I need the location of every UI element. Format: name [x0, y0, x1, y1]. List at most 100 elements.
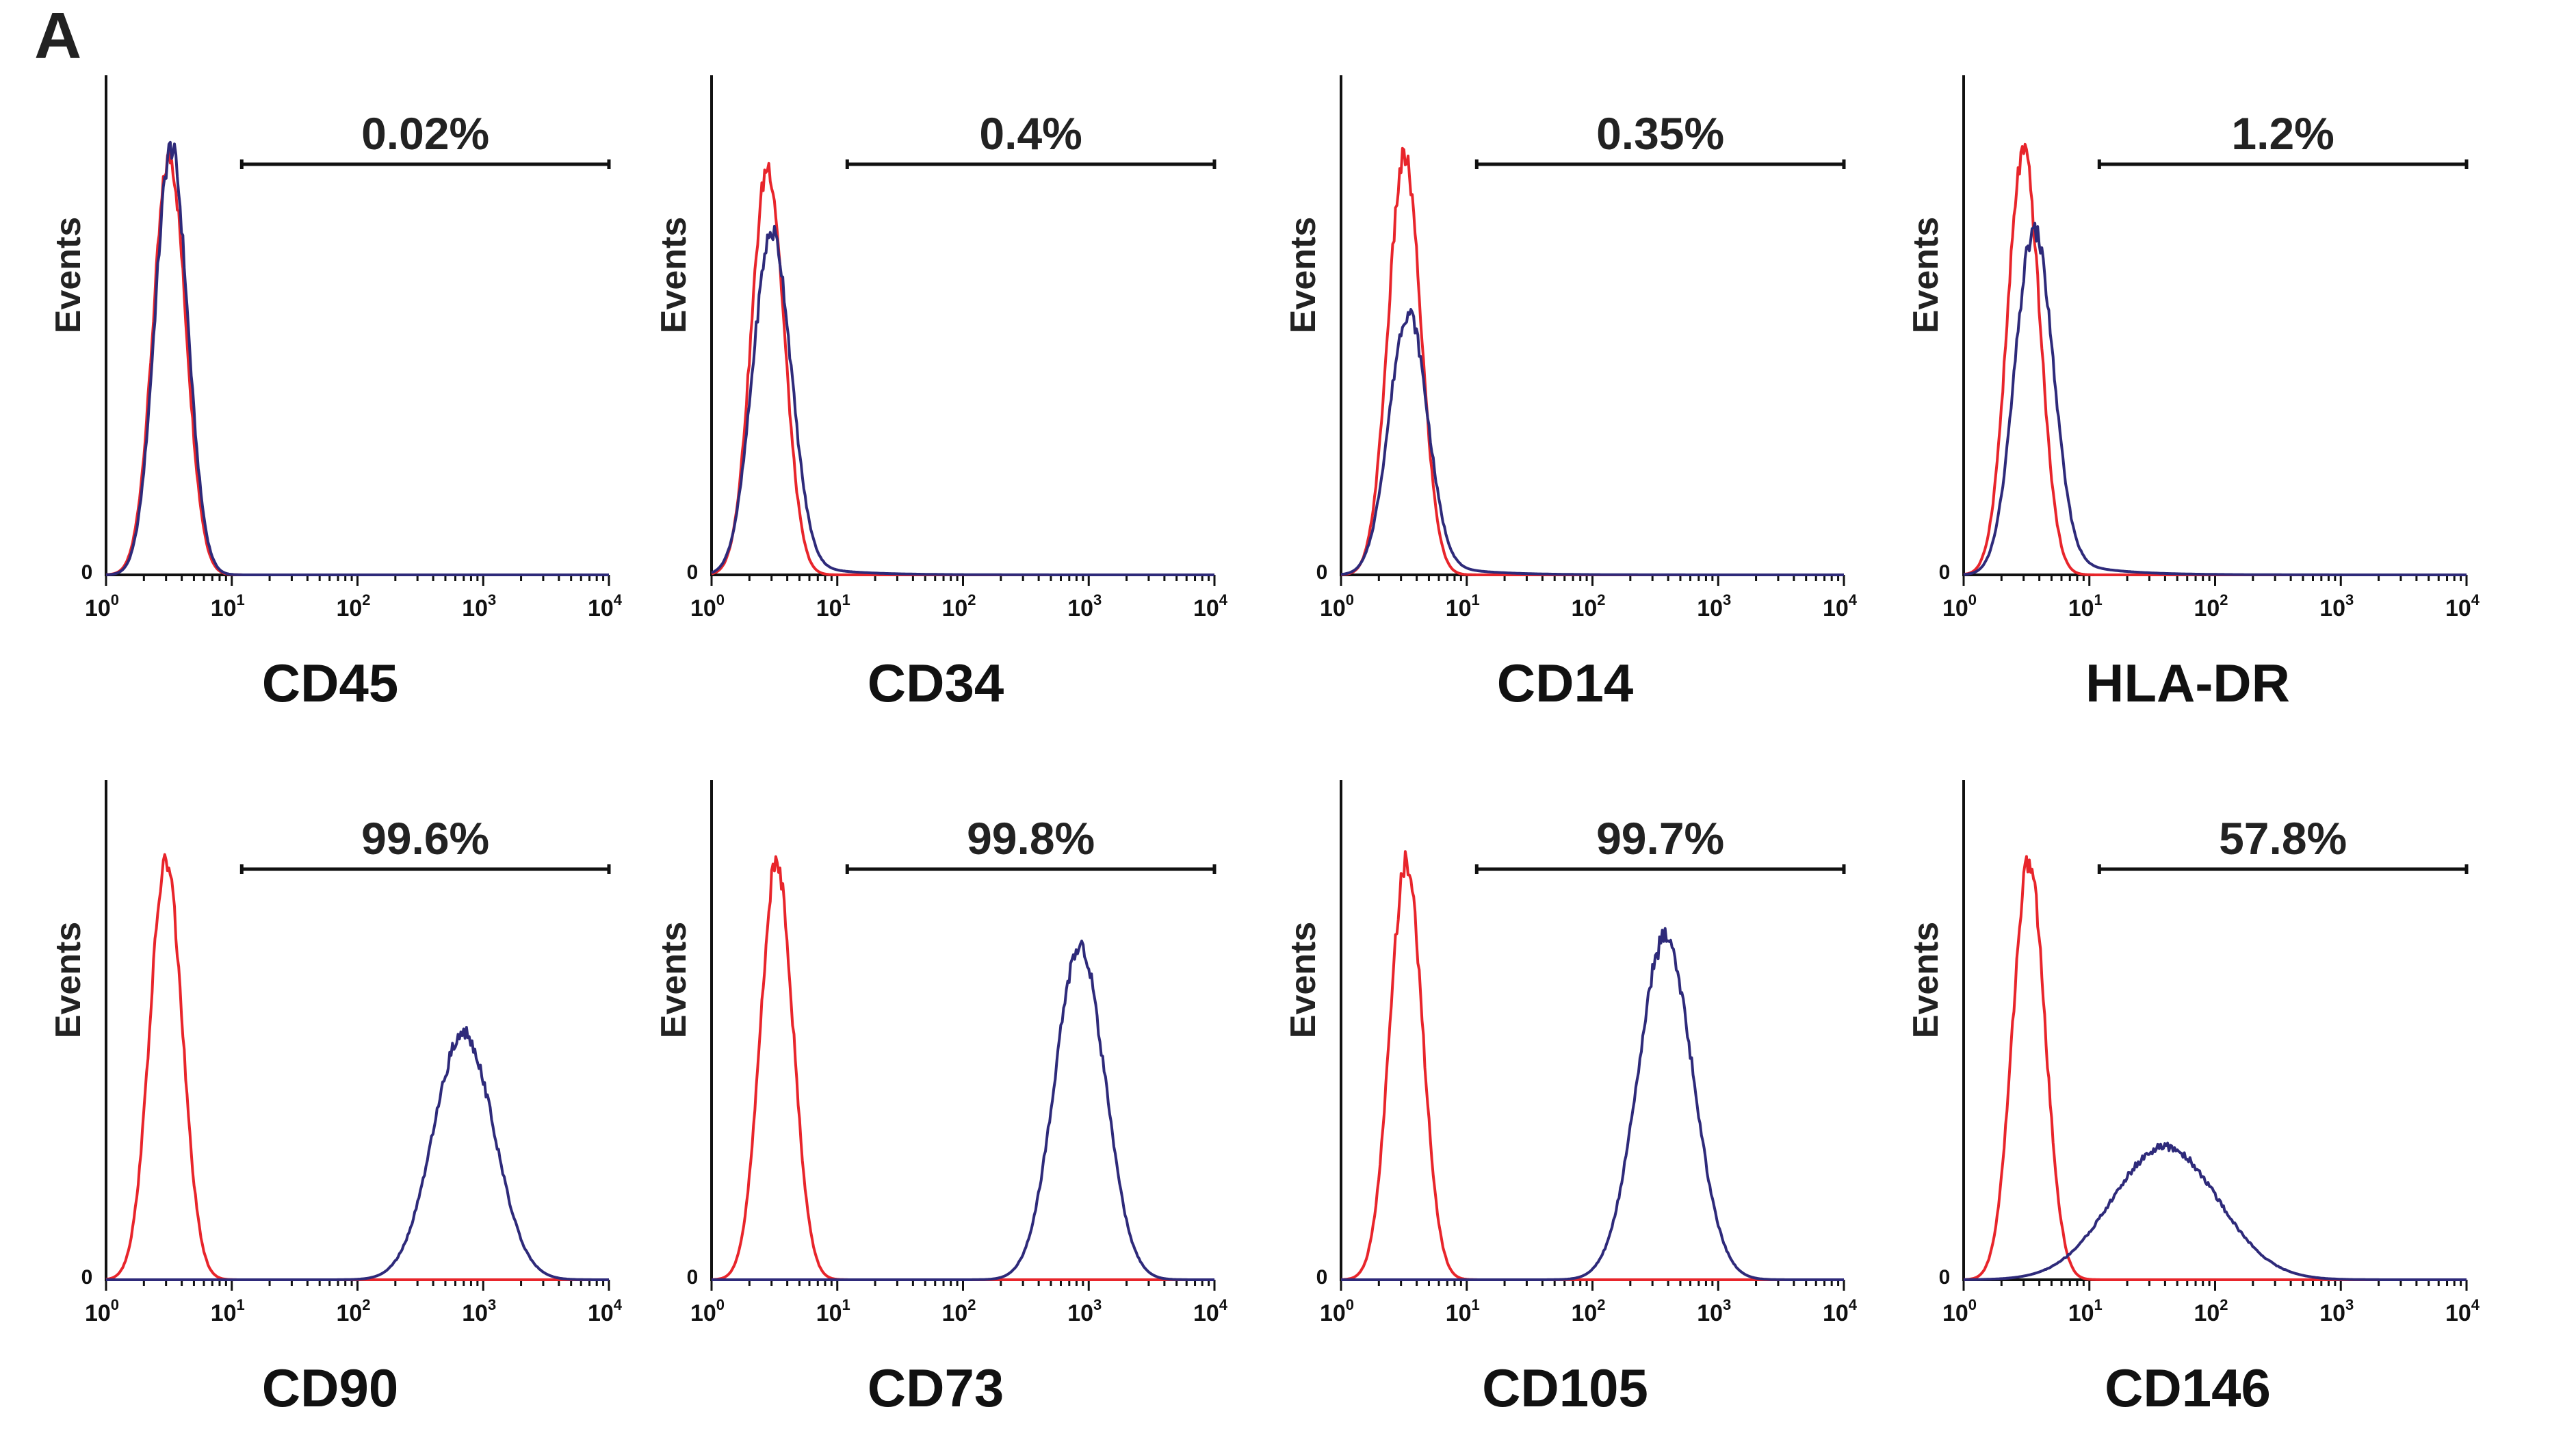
isotype-control-histogram	[1963, 142, 2467, 576]
x-tick-label: 103	[1067, 591, 1102, 621]
x-tick-label: 100	[85, 1296, 119, 1326]
x-tick-label: 104	[588, 591, 623, 621]
x-tick-label: 101	[816, 1296, 850, 1326]
x-tick-label: 100	[1942, 591, 1977, 621]
axes	[105, 75, 609, 576]
gate-percentage: 0.35%	[1596, 108, 1724, 159]
y-zero-label: 0	[1939, 561, 1951, 584]
y-axis-label: Events	[1284, 922, 1323, 1039]
y-zero-label: 0	[1939, 1266, 1951, 1289]
x-tick-label: 102	[336, 591, 370, 621]
histogram-panel-cd105: Events 0 100 101 102 103 104 99.7% CD105	[1284, 780, 1858, 1418]
axes	[710, 780, 1214, 1281]
gate-percentage: 1.2%	[2231, 108, 2334, 159]
gate-percentage: 99.6%	[361, 813, 489, 864]
x-tick-label: 104	[1823, 591, 1858, 621]
sample-histogram	[1964, 1142, 2467, 1281]
y-axis-label: Events	[654, 217, 694, 334]
gate-percentage: 0.02%	[361, 108, 489, 159]
y-zero-label: 0	[1316, 561, 1328, 584]
x-tick-label: 103	[1697, 591, 1731, 621]
gate-percentage: 0.4%	[979, 108, 1082, 159]
histogram-panel-cd146: Events 0 100 101 102 103 104 57.8% CD146	[1906, 780, 2480, 1418]
y-axis-label: Events	[1906, 217, 1946, 334]
gate-percentage: 99.7%	[1596, 813, 1724, 864]
x-tick-label: 103	[462, 591, 496, 621]
x-tick-label: 103	[2319, 591, 2354, 621]
marker-label: CD73	[868, 1358, 1004, 1418]
x-tick-label: 101	[1446, 591, 1480, 621]
x-tick-label: 102	[1571, 1296, 1605, 1326]
y-zero-label: 0	[1316, 1266, 1328, 1289]
marker-label: CD105	[1482, 1358, 1648, 1418]
sample-histogram	[712, 940, 1214, 1281]
marker-label: HLA-DR	[2085, 653, 2290, 713]
histogram-panel-hla-dr: Events 0 100 101 102 103 104 1.2% HLA-DR	[1906, 75, 2480, 713]
histogram-panel-cd45: Events 0 100 101 102 103 104 0.02% CD45	[49, 75, 623, 713]
x-tick-label: 103	[2319, 1296, 2354, 1326]
gate-percentage: 57.8%	[2219, 813, 2347, 864]
y-axis-label: Events	[654, 922, 694, 1039]
isotype-control-histogram	[1340, 850, 1844, 1281]
x-tick-label: 104	[2445, 591, 2480, 621]
marker-label: CD146	[2105, 1358, 2271, 1418]
x-tick-label: 100	[1320, 1296, 1354, 1326]
y-zero-label: 0	[81, 1266, 93, 1289]
x-tick-label: 101	[211, 1296, 245, 1326]
x-tick-label: 102	[941, 591, 976, 621]
x-tick-label: 102	[336, 1296, 370, 1326]
x-tick-label: 101	[816, 591, 850, 621]
isotype-control-histogram	[105, 853, 609, 1281]
x-tick-label: 101	[211, 591, 245, 621]
x-tick-label: 104	[1193, 591, 1228, 621]
x-tick-label: 104	[1193, 1296, 1228, 1326]
sample-histogram	[1340, 308, 1844, 576]
x-tick-label: 100	[1942, 1296, 1977, 1326]
gate-percentage: 99.8%	[967, 813, 1095, 864]
y-axis-label: Events	[49, 217, 88, 334]
axes	[1340, 75, 1844, 576]
y-axis-label: Events	[1906, 922, 1946, 1039]
y-zero-label: 0	[687, 1266, 699, 1289]
x-tick-label: 102	[2194, 1296, 2228, 1326]
histogram-panel-cd34: Events 0 100 101 102 103 104 0.4% CD34	[654, 75, 1228, 713]
y-axis-label: Events	[1284, 217, 1323, 334]
histogram-panel-cd14: Events 0 100 101 102 103 104 0.35% CD14	[1284, 75, 1858, 713]
x-tick-label: 100	[1320, 591, 1354, 621]
isotype-control-histogram	[1963, 855, 2467, 1281]
isotype-control-histogram	[711, 855, 1214, 1281]
sample-histogram	[711, 224, 1214, 576]
y-zero-label: 0	[687, 561, 699, 584]
histogram-panel-cd90: Events 0 100 101 102 103 104 99.6% CD90	[49, 780, 623, 1418]
axes	[1962, 780, 2467, 1281]
x-tick-label: 102	[941, 1296, 976, 1326]
sample-histogram	[1963, 222, 2467, 576]
x-tick-label: 100	[690, 591, 725, 621]
x-tick-label: 100	[690, 1296, 725, 1326]
y-axis-label: Events	[49, 922, 88, 1039]
x-tick-label: 104	[1823, 1296, 1858, 1326]
x-tick-label: 101	[2068, 591, 2103, 621]
sample-histogram	[105, 140, 609, 576]
sample-histogram	[1341, 927, 1844, 1281]
x-tick-label: 103	[1697, 1296, 1731, 1326]
x-tick-label: 100	[85, 591, 119, 621]
isotype-control-histogram	[1340, 146, 1844, 576]
x-tick-label: 101	[2068, 1296, 2103, 1326]
histogram-panels: Events 0 100 101 102 103 104 0.02% CD45 Events 0 10…	[49, 75, 2480, 1418]
x-tick-label: 102	[2194, 591, 2228, 621]
x-tick-label: 104	[588, 1296, 623, 1326]
y-zero-label: 0	[81, 561, 93, 584]
isotype-control-histogram	[711, 162, 1214, 576]
panel-label: A	[34, 0, 81, 73]
marker-label: CD90	[262, 1358, 398, 1418]
x-tick-label: 104	[2445, 1296, 2480, 1326]
marker-label: CD14	[1497, 653, 1633, 713]
histogram-panel-cd73: Events 0 100 101 102 103 104 99.8% CD73	[654, 780, 1228, 1418]
x-tick-label: 103	[1067, 1296, 1102, 1326]
x-tick-label: 102	[1571, 591, 1605, 621]
marker-label: CD34	[868, 653, 1004, 713]
x-tick-label: 101	[1446, 1296, 1480, 1326]
axes	[1340, 780, 1844, 1281]
